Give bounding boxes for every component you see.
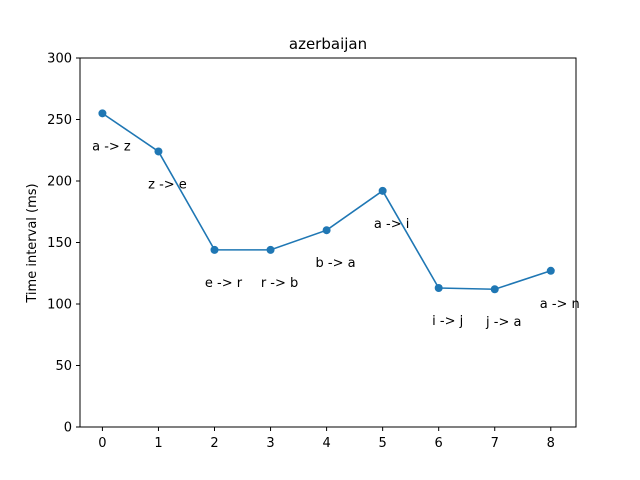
x-tick-label: 3 (266, 436, 274, 451)
data-point (434, 284, 443, 293)
point-label: b -> a (316, 256, 356, 271)
y-tick-label: 100 (47, 298, 72, 313)
y-tick-label: 50 (55, 359, 72, 374)
point-label: e -> r (205, 276, 243, 291)
x-tick-label: 5 (379, 436, 387, 451)
x-tick-label: 6 (435, 436, 443, 451)
plot-area: 0 50 100 150 200 250 300 0 1 2 3 4 5 6 7 8 a -> z z -> e e… (47, 52, 580, 452)
point-label: a -> i (374, 217, 409, 232)
data-point (490, 285, 499, 294)
y-tick-label: 150 (47, 236, 72, 251)
x-tick-label: 2 (210, 436, 218, 451)
data-point (322, 226, 331, 235)
y-tick-label: 0 (64, 421, 72, 436)
data-point (210, 245, 219, 254)
x-tick-label: 0 (98, 436, 106, 451)
y-tick-label: 250 (47, 113, 72, 128)
axes-frame (79, 57, 577, 428)
y-tick-label: 200 (47, 175, 72, 190)
chart-title: azerbaijan (289, 35, 367, 53)
point-label: j -> a (485, 315, 521, 330)
y-tick-label: 300 (47, 52, 72, 67)
x-tick-label: 4 (322, 436, 330, 451)
point-label: a -> n (540, 297, 580, 312)
data-point (266, 245, 275, 254)
point-label: i -> j (432, 314, 463, 329)
x-tick-label: 1 (154, 436, 162, 451)
data-point (378, 186, 387, 195)
data-point (546, 266, 555, 275)
y-axis-label: Time interval (ms) (25, 183, 40, 303)
point-label: z -> e (148, 177, 187, 192)
data-point (154, 147, 163, 156)
point-label: r -> b (261, 276, 298, 291)
x-tick-label: 8 (547, 436, 555, 451)
point-label: a -> z (92, 139, 131, 154)
x-tick-label: 7 (491, 436, 499, 451)
data-point (98, 109, 107, 118)
